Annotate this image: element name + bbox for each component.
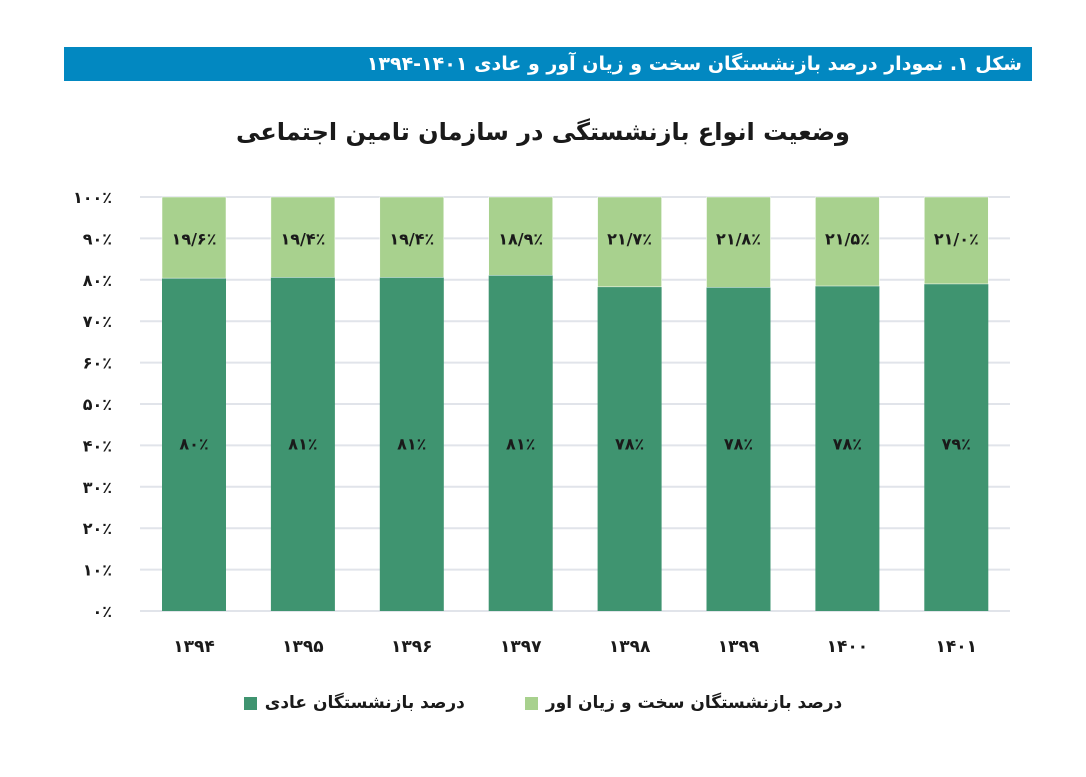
data-label-normal: ۸۱٪	[506, 434, 535, 453]
data-label-normal: ۷۸٪	[724, 434, 753, 453]
x-tick-label: ۱۳۹۸	[609, 637, 651, 657]
y-tick-label: ۱۰٪	[83, 561, 112, 580]
x-tick-label: ۱۳۹۴	[173, 637, 215, 657]
legend-item-hard: درصد بازنشستگان سخت و زیان اور	[524, 693, 843, 713]
data-label-normal: ۷۸٪	[833, 434, 862, 453]
legend: درصد بازنشستگان سخت و زیان اور درصد بازن…	[0, 693, 1086, 713]
legend-label-normal: درصد بازنشستگان عادی	[264, 693, 465, 713]
x-tick-label: ۱۳۹۵	[282, 637, 324, 657]
data-label-normal: ۸۱٪	[288, 434, 317, 453]
legend-item-normal: درصد بازنشستگان عادی	[243, 693, 465, 713]
data-label-hard: ۲۱/۰٪	[934, 229, 979, 248]
bar-hard	[815, 196, 880, 287]
bar-normal	[270, 277, 335, 611]
x-tick-label: ۱۳۹۷	[500, 637, 542, 657]
data-label-hard: ۲۱/۸٪	[716, 229, 761, 248]
data-label-normal: ۷۹٪	[942, 434, 971, 453]
data-label-hard: ۱۹/۴٪	[389, 229, 434, 248]
bar-normal	[706, 287, 771, 611]
legend-swatch-hard	[524, 696, 538, 710]
y-tick-label: ۸۰٪	[83, 271, 112, 290]
y-tick-label: ۱۰۰٪	[73, 188, 112, 207]
bar-hard	[161, 196, 227, 279]
bar-normal	[162, 278, 226, 611]
bar-hard	[924, 196, 989, 285]
y-tick-label: ۹۰٪	[83, 229, 112, 248]
bar-hard	[488, 196, 553, 276]
data-label-hard: ۱۹/۶٪	[172, 229, 217, 248]
y-tick-label: ۳۰٪	[83, 478, 112, 497]
data-label-normal: ۸۰٪	[179, 434, 208, 453]
bar-hard	[270, 196, 336, 278]
x-tick-label: ۱۳۹۶	[391, 637, 433, 657]
bar-hard	[706, 196, 771, 288]
bar-hard	[379, 196, 445, 278]
data-label-hard: ۲۱/۵٪	[825, 229, 870, 248]
x-tick-label: ۱۴۰۱	[936, 637, 978, 657]
figure-caption: شکل ۱. نمودار درصد بازنشستگان سخت و زیان…	[64, 47, 1032, 81]
y-tick-label: ۴۰٪	[83, 436, 112, 455]
bar-normal	[597, 286, 662, 611]
data-label-hard: ۲۱/۷٪	[607, 229, 652, 248]
bar-hard	[597, 196, 662, 288]
bar-normal	[815, 286, 880, 611]
y-tick-label: ۵۰٪	[83, 395, 112, 414]
legend-label-hard: درصد بازنشستگان سخت و زیان اور	[545, 693, 843, 713]
data-label-hard: ۱۹/۴٪	[280, 229, 325, 248]
data-label-normal: ۷۸٪	[615, 434, 644, 453]
legend-swatch-normal	[243, 696, 257, 710]
bar-normal	[488, 275, 553, 611]
bar-normal	[924, 283, 989, 611]
y-tick-label: ۶۰٪	[83, 354, 112, 373]
data-label-normal: ۸۱٪	[397, 434, 426, 453]
chart-title: وضعیت انواع بازنشستگی در سازمان تامین اج…	[236, 118, 850, 146]
bar-normal	[379, 277, 444, 611]
x-tick-label: ۱۳۹۹	[718, 637, 760, 657]
data-label-hard: ۱۸/۹٪	[498, 229, 543, 248]
y-tick-label: ۰٪	[92, 602, 112, 621]
x-tick-label: ۱۴۰۰	[827, 637, 869, 657]
y-tick-label: ۷۰٪	[83, 312, 112, 331]
y-tick-label: ۲۰٪	[83, 519, 112, 538]
